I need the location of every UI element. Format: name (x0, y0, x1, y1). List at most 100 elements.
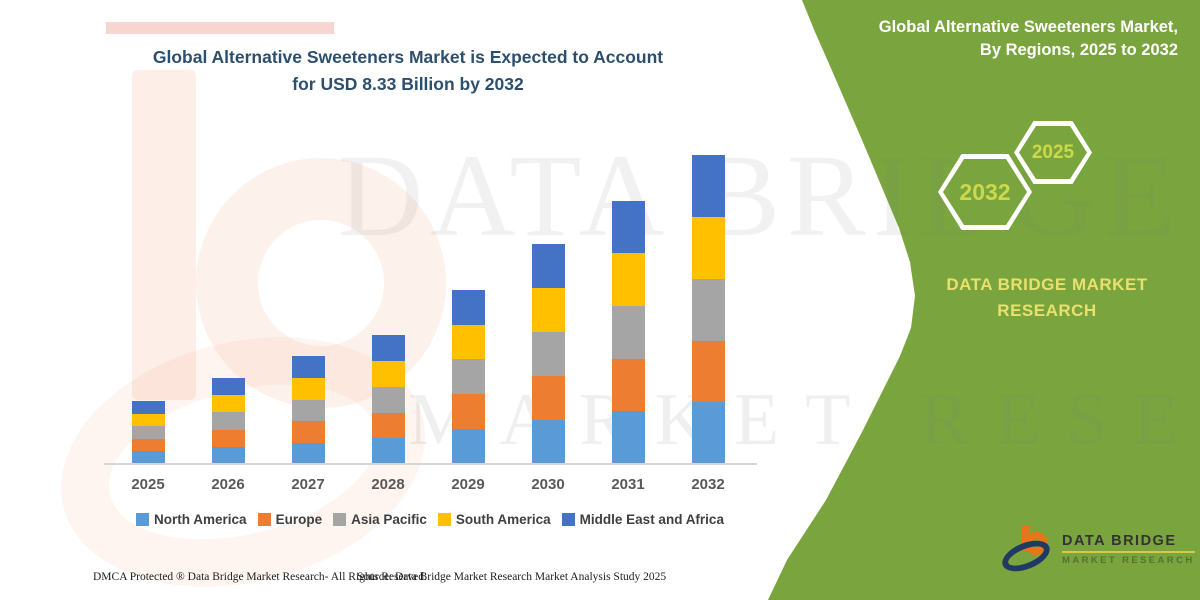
x-axis-label-2031: 2031 (611, 476, 645, 493)
watermark-b-stem (132, 70, 196, 400)
stacked-bar-2029 (451, 289, 485, 464)
bar-segment-2032-asia-pacific (691, 278, 725, 341)
legend-item-south-america: South America (437, 512, 551, 527)
bar-segment-2031-middle-east-and-africa (611, 200, 645, 254)
bar-segment-2028-europe (371, 412, 405, 439)
dmca-notice: DMCA Protected ® Data Bridge Market Rese… (93, 571, 427, 583)
legend-label: Middle East and Africa (579, 512, 724, 527)
bar-segment-2028-north-america (371, 438, 405, 464)
x-axis-label-2025: 2025 (131, 476, 165, 493)
hexagon-2025: 2025 (1014, 121, 1092, 184)
bar-segment-2025-asia-pacific (131, 426, 165, 439)
logo-b-bowl (1025, 532, 1048, 555)
bar-segment-2027-europe (291, 421, 325, 443)
x-axis-labels: 2025 2026 2027 2028 2029 2030 2031 2032 (0, 476, 1200, 496)
brand-name-line1: DATA BRIDGE MARKET (946, 275, 1148, 294)
legend-swatch-icon (561, 513, 575, 526)
legend-label: Asia Pacific (351, 512, 427, 527)
legend-swatch-icon (257, 513, 271, 526)
logo-text: DATA BRIDGE MARKET RESEARCH (1062, 533, 1195, 566)
x-axis-label-2030: 2030 (531, 476, 565, 493)
bar-segment-2027-asia-pacific (291, 399, 325, 421)
legend-label: South America (455, 512, 551, 527)
bar-segment-2026-south-america (211, 395, 245, 413)
x-axis-label-2029: 2029 (451, 476, 485, 493)
bar-segment-2028-south-america (371, 361, 405, 387)
bar-segment-2029-asia-pacific (451, 359, 485, 395)
x-axis-label-2032: 2032 (691, 476, 725, 493)
bar-segment-2031-asia-pacific (611, 305, 645, 359)
legend-label: Europe (275, 512, 323, 527)
hexagon-2025-label: 2025 (1031, 141, 1075, 163)
brand-name: DATA BRIDGE MARKET RESEARCH (938, 272, 1156, 325)
panel-heading-line2: By Regions, 2025 to 2032 (979, 41, 1178, 60)
legend-item-asia-pacific: Asia Pacific (333, 512, 427, 527)
bar-segment-2026-north-america (211, 446, 245, 464)
chart-title: Global Alternative Sweeteners Market is … (58, 44, 758, 98)
bar-segment-2027-north-america (291, 442, 325, 464)
panel-heading: Global Alternative Sweeteners Market, By… (758, 16, 1178, 62)
bar-segment-2030-south-america (531, 288, 565, 332)
hexagon-2032: 2032 (938, 154, 1032, 230)
legend-item-north-america: North America (136, 512, 247, 527)
stacked-bar-2032 (691, 155, 725, 464)
legend-label: North America (154, 512, 247, 527)
bar-segment-2030-north-america (531, 419, 565, 464)
bar-segment-2025-middle-east-and-africa (131, 400, 165, 414)
bar-segment-2032-europe (691, 340, 725, 403)
watermark-top-strip (106, 22, 334, 34)
bar-segment-2025-south-america (131, 413, 165, 427)
legend-swatch-icon (437, 513, 451, 526)
bar-segment-2029-middle-east-and-africa (451, 289, 485, 325)
hexagon-2032-label: 2032 (959, 178, 1011, 205)
legend-item-europe: Europe (257, 512, 323, 527)
stacked-bar-2026 (211, 377, 245, 464)
bar-segment-2030-europe (531, 376, 565, 420)
stacked-bar-2031 (611, 200, 645, 464)
bar-segment-2031-north-america (611, 411, 645, 464)
bar-segment-2027-middle-east-and-africa (291, 356, 325, 378)
bar-segment-2029-europe (451, 394, 485, 430)
bar-segment-2031-europe (611, 358, 645, 412)
panel-heading-line1: Global Alternative Sweeteners Market, (878, 18, 1178, 36)
stacked-bar-2027 (291, 356, 325, 464)
x-axis-label-2027: 2027 (291, 476, 325, 493)
company-logo: DATA BRIDGE MARKET RESEARCH (997, 526, 1195, 578)
bar-plot-area (100, 154, 760, 464)
brand-name-line2: RESEARCH (997, 301, 1097, 321)
stacked-bar-2025 (131, 400, 165, 464)
x-axis-label-2028: 2028 (371, 476, 405, 493)
bar-segment-2026-asia-pacific (211, 412, 245, 430)
stacked-bar-2028 (371, 335, 405, 464)
legend-item-middle-east-and-africa: Middle East and Africa (561, 512, 724, 527)
bar-segment-2027-south-america (291, 378, 325, 400)
legend-swatch-icon (136, 513, 150, 526)
bar-segment-2031-south-america (611, 253, 645, 306)
bar-segment-2029-north-america (451, 429, 485, 464)
bar-segment-2032-north-america (691, 402, 725, 464)
chart-title-line1: Global Alternative Sweeteners Market is … (152, 47, 664, 67)
logo-title: DATA BRIDGE (1062, 533, 1195, 553)
chart-legend: North America Europe Asia Pacific South Ame… (100, 512, 760, 527)
bar-segment-2025-north-america (131, 451, 165, 464)
bar-segment-2032-south-america (691, 217, 725, 279)
bar-segment-2026-middle-east-and-africa (211, 377, 245, 396)
bar-segment-2028-middle-east-and-africa (371, 335, 405, 362)
bar-segment-2025-europe (131, 438, 165, 452)
legend-swatch-icon (333, 513, 347, 526)
bar-segment-2030-asia-pacific (531, 331, 565, 377)
bar-segment-2032-middle-east-and-africa (691, 155, 725, 217)
source-note: Source: Data Bridge Market Research Mark… (357, 571, 667, 583)
x-axis-line (104, 463, 757, 465)
x-axis-label-2026: 2026 (211, 476, 245, 493)
stacked-bar-2030 (531, 244, 565, 464)
logo-subtitle: MARKET RESEARCH (1062, 555, 1195, 566)
bar-segment-2030-middle-east-and-africa (531, 244, 565, 289)
chart-title-line2: for USD 8.33 Billion by 2032 (292, 74, 524, 95)
data-bridge-logo-icon (997, 526, 1058, 578)
hexagon-2025-fill: 2025 (1019, 126, 1087, 179)
bar-segment-2029-south-america (451, 324, 485, 360)
bar-segment-2026-europe (211, 429, 245, 447)
hexagon-2032-fill: 2032 (943, 159, 1027, 225)
